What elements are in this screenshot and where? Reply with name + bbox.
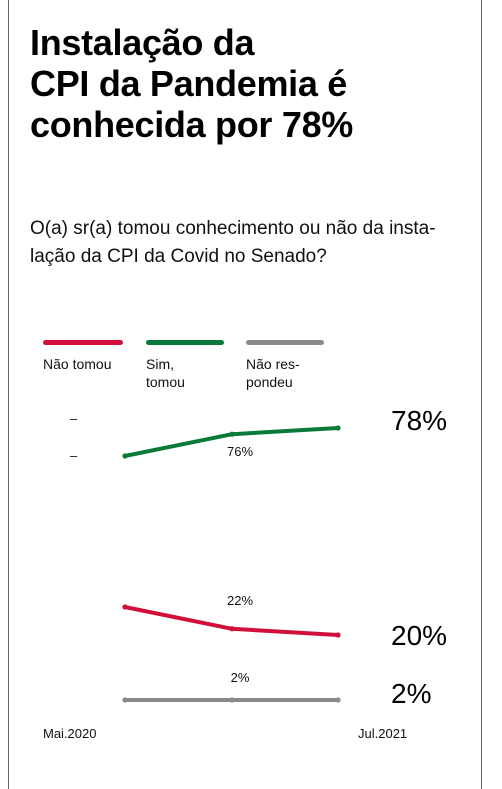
y-tick-dash: – bbox=[70, 411, 78, 426]
title-line-1: Instalação da bbox=[30, 22, 255, 63]
legend-swatch-sim-tomou bbox=[146, 340, 224, 345]
data-point bbox=[335, 697, 341, 703]
legend-item-sim-tomou: Sim, tomou bbox=[146, 340, 226, 391]
title-line-2: CPI da Pandemia é bbox=[30, 63, 348, 104]
data-point bbox=[335, 632, 341, 638]
legend-label-nao-respondeu: Não res- pondeu bbox=[246, 355, 326, 391]
data-label: 22% bbox=[227, 593, 253, 608]
legend-label-line: Não tomou bbox=[43, 356, 112, 372]
title-line-3: conhecida por 78% bbox=[30, 104, 353, 145]
legend-label-sim-tomou: Sim, tomou bbox=[146, 355, 226, 391]
data-point bbox=[229, 431, 235, 437]
data-label: 76% bbox=[227, 444, 253, 459]
question-line-1: O(a) sr(a) tomou conhecimento ou não da … bbox=[30, 218, 436, 239]
x-tick-label: Mai.2020 bbox=[43, 726, 96, 741]
legend-label-line: Não res- bbox=[246, 356, 300, 372]
data-point bbox=[335, 425, 341, 431]
end-value-label: 2% bbox=[391, 678, 431, 709]
data-point bbox=[229, 626, 235, 632]
x-tick-label: Jul.2021 bbox=[358, 726, 407, 741]
data-point bbox=[229, 697, 235, 703]
end-value-label: 20% bbox=[391, 620, 447, 651]
legend-label-line: tomou bbox=[146, 374, 185, 390]
legend-label-line: pondeu bbox=[246, 374, 293, 390]
question-line-2: lação da CPI da Covid no Senado? bbox=[30, 246, 327, 267]
legend-swatch-nao-respondeu bbox=[246, 340, 324, 345]
data-label: 2% bbox=[231, 670, 250, 685]
legend-item-nao-tomou: Não tomou bbox=[43, 340, 123, 373]
legend-label-line: Sim, bbox=[146, 356, 174, 372]
end-value-label: 78% bbox=[391, 405, 447, 436]
data-point bbox=[122, 604, 128, 610]
y-tick-dash: – bbox=[70, 448, 78, 463]
page-frame bbox=[8, 0, 482, 789]
survey-question: O(a) sr(a) tomou conhecimento ou não da … bbox=[30, 215, 470, 271]
legend-label-nao-tomou: Não tomou bbox=[43, 355, 123, 373]
page-title: Instalação da CPI da Pandemia é conhecid… bbox=[30, 22, 470, 145]
data-point bbox=[122, 697, 128, 703]
legend-item-nao-respondeu: Não res- pondeu bbox=[246, 340, 326, 391]
data-point bbox=[122, 453, 128, 459]
legend-swatch-nao-tomou bbox=[43, 340, 123, 345]
